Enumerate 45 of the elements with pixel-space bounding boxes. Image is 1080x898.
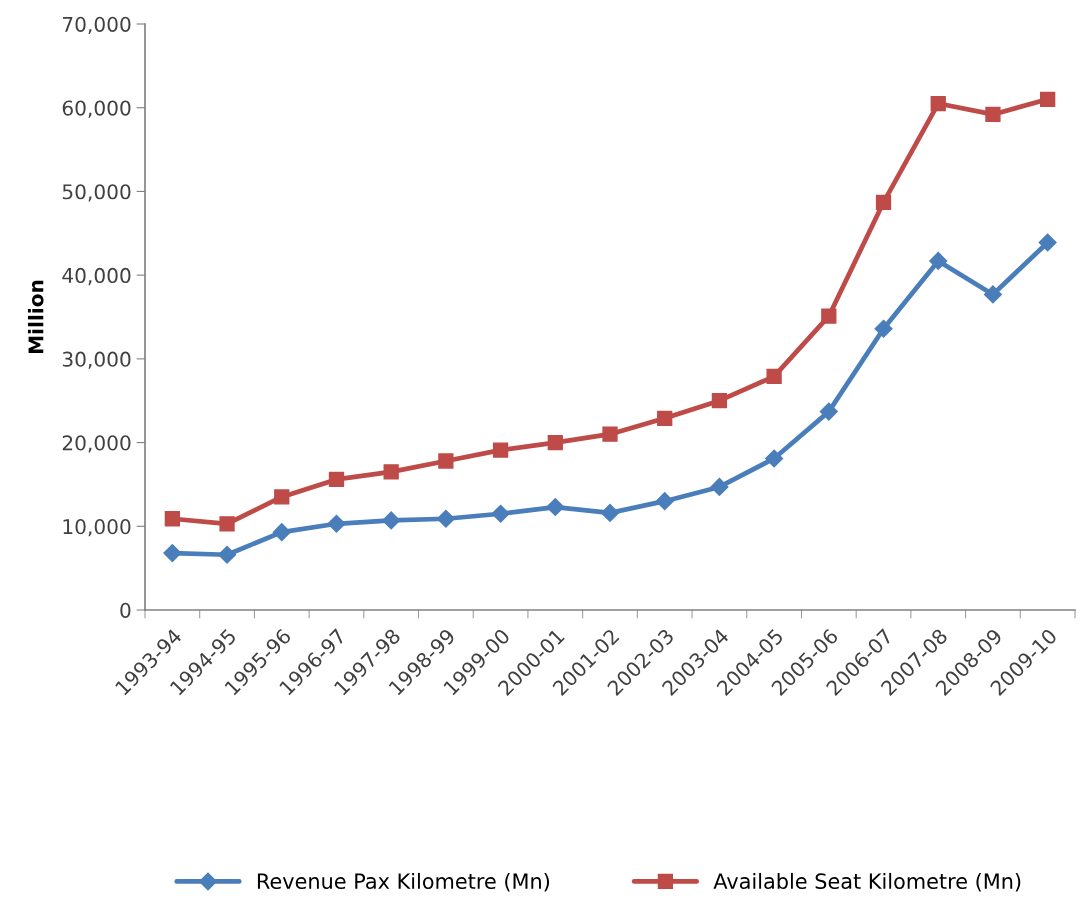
point: [765, 449, 784, 468]
point: [492, 442, 509, 458]
point: [163, 544, 182, 563]
legend-label: Revenue Pax Kilometre (Mn): [257, 872, 550, 892]
point: [711, 393, 728, 409]
y-tick-label: 70,000: [62, 16, 131, 34]
point: [436, 509, 455, 528]
point: [657, 410, 673, 426]
point: [1038, 233, 1057, 252]
point: [985, 106, 1001, 123]
point: [766, 368, 782, 385]
point: [600, 503, 620, 522]
point: [164, 511, 180, 527]
y-tick-label: 60,000: [62, 100, 131, 118]
point: [546, 497, 565, 517]
point: [272, 523, 291, 542]
y-tick-label: 50,000: [62, 184, 131, 202]
point: [327, 514, 346, 533]
point: [875, 194, 892, 210]
point: [874, 319, 893, 338]
point: [655, 492, 674, 511]
y-tick-label: 0: [120, 602, 131, 618]
point: [983, 285, 1002, 304]
point: [438, 453, 454, 469]
point: [819, 402, 838, 421]
y-tick-label: 40,000: [62, 267, 131, 286]
point: [382, 511, 401, 530]
y-tick-label: 20,000: [62, 435, 131, 453]
point: [491, 504, 510, 523]
point: [274, 489, 290, 505]
point: [821, 308, 837, 324]
point: [929, 251, 948, 270]
point: [1040, 91, 1056, 107]
point: [547, 434, 563, 451]
y-tick-label: 10,000: [63, 518, 131, 537]
point: [328, 471, 345, 488]
point: [218, 545, 237, 564]
legend-label: Available Seat Kilometre (Mn): [713, 872, 1021, 892]
y-axis-title: Million: [27, 280, 44, 354]
point: [930, 95, 946, 112]
y-tick-label: 30,000: [62, 351, 131, 369]
point: [602, 426, 618, 442]
point: [383, 464, 399, 480]
point: [219, 516, 235, 532]
point: [710, 477, 729, 496]
